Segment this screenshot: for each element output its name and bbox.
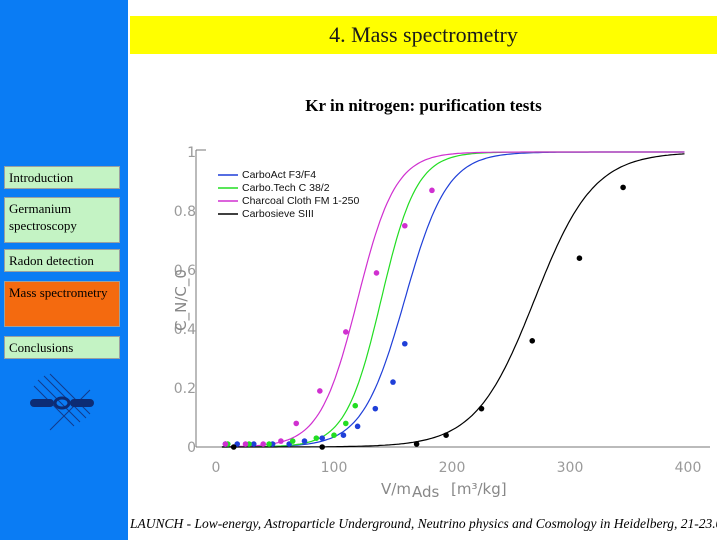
- y-axis-label-text: C_N/C_0: [172, 269, 191, 331]
- x-tick-label: 200: [439, 460, 466, 476]
- nav-item-label: Introduction: [9, 170, 74, 185]
- series-line: [221, 151, 685, 448]
- y-tick-labels: 0 0.2 0.4 0.6 0.8 1: [174, 145, 196, 456]
- data-point: [289, 438, 296, 444]
- series-line: [221, 153, 685, 448]
- legend-label: Carbosieve SIII: [242, 208, 314, 220]
- legend-label: Charcoal Cloth FM 1-250: [242, 195, 359, 207]
- nav-item-radon-detection[interactable]: Radon detection: [4, 249, 120, 272]
- data-point: [402, 222, 408, 229]
- x-tick-label: 300: [557, 460, 584, 476]
- data-point: [319, 435, 326, 441]
- data-point: [354, 423, 361, 430]
- data-point: [319, 444, 326, 450]
- y-tick-label: 0.8: [174, 204, 196, 220]
- nav-item-germanium-spectroscopy[interactable]: Germanium spectroscopy: [4, 197, 120, 243]
- data-point: [340, 432, 347, 439]
- nav-item-introduction[interactable]: Introduction: [4, 166, 120, 189]
- x-axis-label-unit: [m³/kg]: [451, 480, 507, 498]
- x-axis-label: V/m Ads [m³/kg]: [381, 480, 507, 501]
- data-point: [372, 405, 379, 412]
- y-tick-label: 1: [187, 145, 196, 161]
- data-point: [413, 441, 420, 447]
- data-point: [301, 438, 308, 444]
- data-point: [390, 379, 396, 385]
- institute-logo: [30, 373, 94, 431]
- footer-text: LAUNCH - Low-energy, Astroparticle Under…: [130, 516, 717, 531]
- nav-item-label: Germanium spectroscopy: [9, 201, 77, 233]
- data-point: [313, 435, 320, 441]
- slide-title-text: 4. Mass spectrometry: [329, 22, 518, 47]
- data-point: [402, 340, 408, 347]
- x-tick-label: 0: [212, 460, 221, 476]
- data-point: [429, 187, 435, 194]
- nav-item-label: Mass spectrometry: [9, 285, 108, 300]
- data-point: [260, 441, 267, 447]
- series-points: [222, 184, 626, 450]
- x-tick-label: 400: [675, 460, 702, 476]
- nav-item-label: Radon detection: [9, 253, 94, 268]
- nav-item-conclusions[interactable]: Conclusions: [4, 336, 120, 359]
- data-point: [343, 420, 349, 427]
- data-point: [576, 255, 583, 261]
- data-point: [317, 388, 323, 394]
- x-tick-labels: 0 100 200 300 400: [212, 460, 702, 476]
- data-point: [443, 432, 449, 439]
- y-tick-label: 0.6: [174, 263, 196, 279]
- data-point: [529, 338, 536, 344]
- nav-item-label: Conclusions: [9, 340, 74, 355]
- data-point: [343, 329, 349, 335]
- y-tick-label: 0.2: [174, 381, 196, 397]
- data-point: [222, 441, 229, 447]
- data-point: [620, 184, 626, 191]
- x-tick-label: 100: [321, 460, 348, 476]
- data-point: [373, 270, 380, 276]
- y-axis-label: C_N/C_0: [172, 269, 191, 331]
- legend-label: CarboAct F3/F4: [242, 169, 316, 181]
- data-point: [250, 441, 257, 447]
- chart-title: Kr in nitrogen: purification tests: [305, 96, 542, 115]
- data-point: [242, 441, 249, 447]
- data-point: [331, 432, 337, 439]
- data-point: [293, 420, 300, 427]
- series-curves: [221, 151, 685, 448]
- y-tick-label: 0: [187, 440, 196, 456]
- slide-title: 4. Mass spectrometry: [130, 16, 717, 54]
- x-axis-label-main: V/m: [381, 480, 411, 498]
- x-axis-label-sub: Ads: [412, 483, 440, 501]
- nav-item-mass-spectrometry[interactable]: Mass spectrometry: [4, 281, 120, 327]
- data-point: [266, 441, 272, 447]
- data-point: [352, 402, 359, 409]
- legend-label: Carbo.Tech C 38/2: [242, 182, 330, 194]
- y-tick-label: 0.4: [174, 322, 196, 338]
- data-point: [230, 444, 237, 450]
- data-point: [478, 405, 485, 412]
- data-point: [278, 438, 284, 444]
